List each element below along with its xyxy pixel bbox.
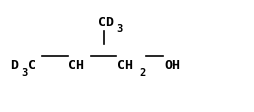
Text: C: C: [27, 58, 35, 71]
Text: 3: 3: [22, 68, 28, 78]
Text: 2: 2: [138, 68, 145, 78]
Text: OH: OH: [163, 58, 179, 71]
Text: D: D: [10, 58, 18, 71]
Text: CH: CH: [116, 58, 132, 71]
Text: 3: 3: [116, 24, 122, 34]
Text: CH: CH: [68, 58, 84, 71]
Text: CD: CD: [98, 16, 114, 29]
